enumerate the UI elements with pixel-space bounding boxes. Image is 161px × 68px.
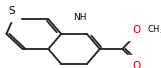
- Text: O: O: [132, 61, 140, 68]
- Text: O: O: [132, 25, 140, 35]
- Text: S: S: [8, 6, 15, 16]
- Text: CH$_3$: CH$_3$: [147, 23, 161, 36]
- Text: NH: NH: [73, 13, 86, 22]
